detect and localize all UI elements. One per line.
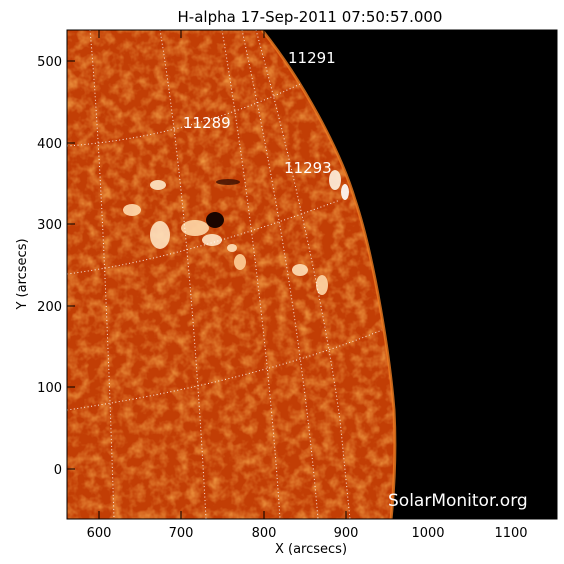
plage-brightenings bbox=[123, 170, 349, 295]
solar-disk-group bbox=[67, 30, 397, 519]
heliographic-grid bbox=[67, 30, 383, 519]
y-tick-label: 200 bbox=[37, 300, 62, 315]
y-tick-label: 500 bbox=[37, 55, 62, 70]
y-tick-label: 400 bbox=[37, 137, 62, 152]
x-tick-label: 800 bbox=[252, 526, 277, 541]
x-tick-label: 700 bbox=[169, 526, 194, 541]
x-axis-label: X (arcsecs) bbox=[275, 542, 347, 557]
x-tick-label: 1000 bbox=[411, 526, 444, 541]
y-axis-label: Y (arcsecs) bbox=[15, 238, 30, 310]
y-tick-label: 300 bbox=[37, 218, 62, 233]
y-axis bbox=[67, 60, 557, 470]
x-tick-labels: 600 700 800 900 1000 1100 bbox=[87, 526, 528, 541]
figure-title: H-alpha 17-Sep-2011 07:50:57.000 bbox=[178, 8, 443, 26]
x-tick-label: 1100 bbox=[494, 526, 527, 541]
y-tick-labels: 500 400 300 200 100 0 bbox=[37, 55, 62, 478]
x-axis bbox=[98, 30, 512, 519]
region-labels: 11291 11289 11293 bbox=[183, 49, 336, 177]
solar-limb bbox=[260, 30, 397, 519]
y-tick-label: 100 bbox=[37, 381, 62, 396]
x-tick-label: 600 bbox=[87, 526, 112, 541]
watermark-text: SolarMonitor.org bbox=[388, 491, 528, 511]
region-label-11289: 11289 bbox=[183, 114, 231, 132]
region-label-11291: 11291 bbox=[288, 49, 336, 67]
region-label-11293: 11293 bbox=[284, 159, 332, 177]
x-tick-label: 900 bbox=[334, 526, 359, 541]
sunspot bbox=[206, 179, 240, 228]
y-tick-label: 0 bbox=[54, 463, 62, 478]
plot-frame bbox=[66, 29, 558, 520]
